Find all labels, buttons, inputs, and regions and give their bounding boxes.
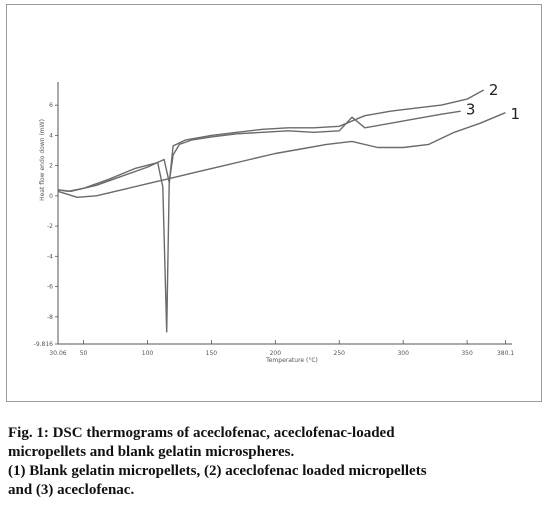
curve-labels: 123 <box>466 81 520 123</box>
ticks: 6 4 2 0 -2 -4 -6 -8 -9.816 30.06 50 100 150 200 250 300… <box>34 102 515 357</box>
y-tick-label: -9.816 <box>34 341 54 348</box>
x-axis-label: Temperature (°C) <box>265 357 318 364</box>
x-tick-label: 150 <box>206 350 218 357</box>
caption-line-1: Fig. 1: DSC thermograms of aceclofenac, … <box>8 425 395 441</box>
y-tick-label: 4 <box>49 132 53 139</box>
x-tick-label: 50 <box>80 350 88 357</box>
x-tick-label: 350 <box>461 350 473 357</box>
y-tick-label: -2 <box>47 223 53 230</box>
curve-label-3: 3 <box>466 101 476 119</box>
x-tick-label: 300 <box>397 350 409 357</box>
y-tick-label: -8 <box>47 314 53 321</box>
y-tick-label: -4 <box>47 253 53 260</box>
caption-line-3: (1) Blank gelatin micropellets, (2) acec… <box>8 463 427 479</box>
figure-frame <box>6 4 542 402</box>
x-tick-label: 100 <box>142 350 154 357</box>
curve-label-1: 1 <box>511 105 521 123</box>
y-tick-label: 6 <box>49 102 53 109</box>
x-tick-label: 30.06 <box>49 350 66 357</box>
y-tick-label: 0 <box>49 193 53 200</box>
series <box>57 89 506 333</box>
x-tick-label: 380.1 <box>497 350 514 357</box>
series-line-1 <box>57 112 506 198</box>
dsc-chart: 6 4 2 0 -2 -4 -6 -8 -9.816 30.06 50 100 150 200 250 300… <box>34 81 520 364</box>
figure-caption: Fig. 1: DSC thermograms of aceclofenac, … <box>8 424 544 500</box>
curve-label-2: 2 <box>489 81 499 99</box>
x-tick-label: 250 <box>334 350 346 357</box>
series-line-2 <box>57 89 485 333</box>
y-axis-label: Heat flow endo down (mW) <box>39 119 46 201</box>
y-tick-label: -6 <box>47 284 53 291</box>
x-tick-label: 200 <box>270 350 282 357</box>
caption-line-4: and (3) aceclofenac. <box>8 482 135 498</box>
y-tick-label: 2 <box>49 163 53 170</box>
series-line-3 <box>57 110 461 192</box>
caption-line-2: micropellets and blank gelatin microsphe… <box>8 444 295 460</box>
axes <box>57 82 512 345</box>
